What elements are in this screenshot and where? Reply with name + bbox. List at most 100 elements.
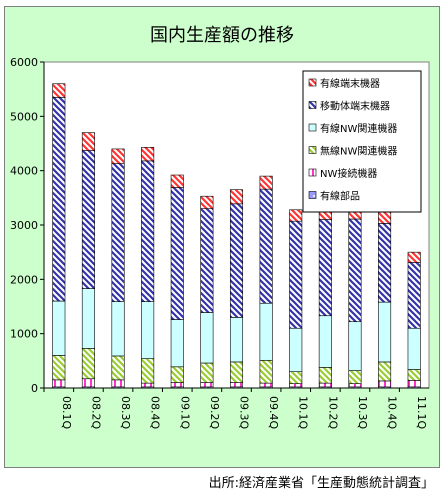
y-tick-label: 0 [31,382,38,395]
bar-segment [141,358,155,384]
legend-swatch [308,146,317,154]
bar-segment [407,380,421,388]
bar-segment [111,301,125,357]
bar-segment [289,327,303,373]
y-tick-label: 4000 [10,165,38,178]
bar-segment [170,366,184,383]
legend-label: 有線部品 [320,190,360,203]
bar-segment [52,355,66,381]
bar-segment [407,251,421,263]
legend-swatch [308,101,317,109]
bar-segment [170,187,184,320]
x-tick-label: 10.3Q [356,396,369,429]
bar-segment [259,359,273,384]
bar-segment [289,383,303,388]
bar-segment [259,188,273,304]
y-tick-label: 5000 [10,110,38,123]
bar-segment [318,315,332,368]
bar-segment [52,97,66,302]
bar-segment [111,355,125,381]
bar-segment [259,175,273,190]
bar-segment [407,327,421,370]
chart-frame: 国内生産額の推移 0 1000 2000 3000 4000 5000 6000 08.1Q 0… [4,6,440,468]
bar-segment [111,148,125,164]
x-tick-label: 10.1Q [297,396,310,429]
bar-segment [200,382,214,388]
bar-segment [141,160,155,302]
chart-title: 国内生産額の推移 [150,25,294,46]
bar-segment [200,208,214,313]
bar-segment [200,362,214,383]
legend-swatch [308,191,317,199]
bar-segment [378,380,392,388]
bar-segment [81,348,95,380]
legend-label: 無線NW関連機器 [320,145,397,158]
bar-segment [81,132,95,151]
bar-segment [170,174,184,188]
bar-segment [378,361,392,382]
bar-segment [348,218,362,323]
x-tick-label: 08.3Q [119,396,132,429]
x-tick-label: 09.3Q [238,396,251,429]
bar-segment [348,321,362,371]
x-tick-label: 10.4Q [386,396,399,429]
bar-segment [52,83,66,98]
x-tick-label: 09.4Q [267,396,280,429]
legend-label: 移動体端末機器 [320,100,390,113]
bar-segment [318,382,332,388]
bar-segment [229,189,244,205]
bar-segment [378,223,392,303]
bar-segment [200,312,214,364]
y-tick-label: 6000 [10,56,38,69]
x-tick-label: 08.4Q [149,396,162,429]
y-tick-label: 2000 [10,273,38,286]
bar-segment [289,209,303,222]
bar-segment [229,317,244,363]
bar-segment [348,370,362,384]
x-tick-label: 09.2Q [208,396,221,429]
bar-segment [52,300,66,356]
legend-swatch [308,78,317,87]
bar-segment [407,369,421,381]
chart-svg: 国内生産額の推移 0 1000 2000 3000 4000 5000 6000 08.1Q 0… [10,25,430,429]
bar-segment [229,203,244,318]
x-tick-label: 08.1Q [60,396,73,429]
bar-segment [407,262,421,329]
legend-swatch [308,123,317,132]
bar-segment [200,195,214,210]
legend-swatch [308,168,317,177]
bar-segment [170,319,184,368]
bar-segment [229,382,244,388]
y-tick-label: 3000 [10,219,38,232]
x-tick-label: 11.1Q [415,396,428,429]
x-tick-label: 10.2Q [326,396,339,429]
bar-segment [229,361,244,383]
bar-segment [111,163,125,302]
x-tick-label: 09.1Q [178,396,191,429]
bar-segment [289,371,303,384]
legend-label: 有線NW関連機器 [320,122,397,135]
bar-segment [141,301,155,359]
y-tick-label: 1000 [10,328,38,341]
bar-segment [81,378,95,388]
bar-segment [318,367,332,384]
bar-segment [348,383,362,388]
bar-segment [289,220,303,329]
bar-segment [259,302,273,361]
bar-segment [170,382,184,388]
legend-box [302,70,422,213]
bar-segment [111,379,125,388]
bar-segment [318,219,332,317]
bar-segment [141,382,155,388]
x-tick-label: 08.2Q [89,396,102,429]
legend-label: 有線端末機器 [320,77,380,90]
bar-segment [52,379,66,388]
source-note: 出所:経済産業省「生産動態統計調査」 [208,476,434,491]
bar-segment [81,150,95,289]
bar-segment [81,288,95,349]
legend-label: NW接続機器 [320,167,377,180]
bar-segment [141,147,155,162]
bar-segment [378,301,392,363]
bar-segment [259,382,273,388]
